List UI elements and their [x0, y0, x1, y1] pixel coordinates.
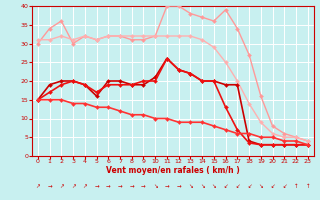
- X-axis label: Vent moyen/en rafales ( km/h ): Vent moyen/en rafales ( km/h ): [106, 166, 240, 175]
